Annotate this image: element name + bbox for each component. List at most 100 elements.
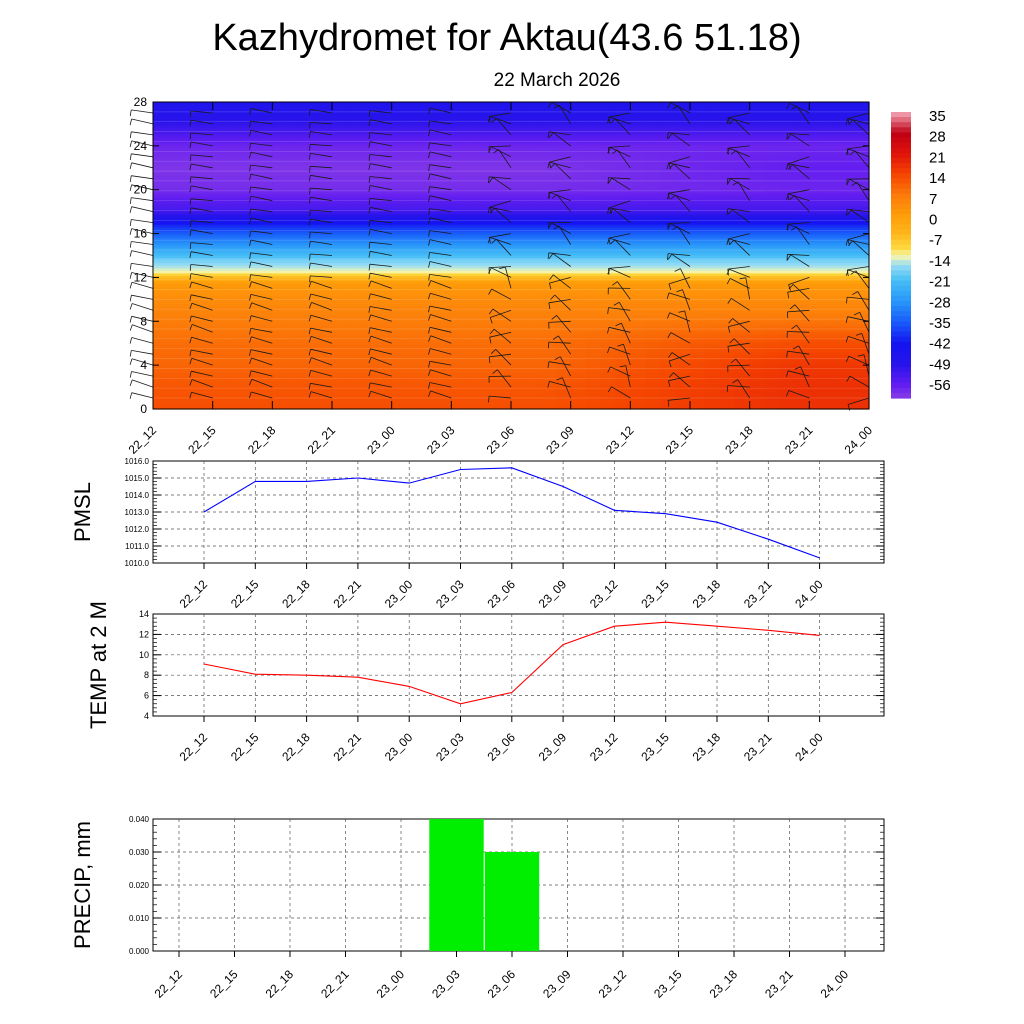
heatmap-cell (690, 401, 706, 405)
heatmap-cell (525, 186, 542, 190)
heatmap-cell (391, 275, 408, 280)
heatmap-cell (272, 217, 288, 221)
heatmap-cell (391, 398, 408, 402)
heatmap-cell (391, 311, 408, 315)
heatmap-cell (690, 201, 706, 205)
heatmap-cell (317, 373, 333, 377)
heatmap-cell (272, 219, 288, 223)
heatmap-cell (749, 127, 766, 131)
heatmap-cell (511, 281, 527, 285)
heatmap-cell (346, 229, 363, 234)
heatmap-cell (734, 380, 751, 385)
heatmap-cell (466, 183, 482, 188)
heatmap-cell (153, 319, 169, 323)
heatmap-cell (167, 114, 184, 118)
heatmap-cell (660, 194, 676, 198)
heatmap-cell (451, 360, 467, 364)
heatmap-cell (704, 150, 721, 154)
heatmap-cell (719, 288, 736, 292)
heatmap-cell (675, 163, 691, 167)
heatmap-cell (406, 275, 423, 280)
heatmap-cell (451, 204, 467, 208)
heatmap-cell (317, 334, 333, 338)
heatmap-cell (615, 357, 631, 361)
heatmap-cell (257, 217, 273, 221)
heatmap-cell (734, 278, 751, 282)
heatmap-cell (332, 235, 348, 239)
heatmap-cell (540, 153, 557, 157)
heatmap-cell (272, 401, 288, 405)
heatmap-cell (675, 235, 691, 239)
heatmap-cell (451, 306, 467, 310)
heatmap-cell (436, 217, 452, 221)
heatmap-cell (197, 304, 214, 308)
heatmap-cell (540, 155, 557, 159)
heatmap-cell (332, 380, 348, 385)
heatmap-cell (481, 219, 497, 223)
heatmap-cell (660, 130, 676, 134)
heatmap-cell (242, 222, 259, 226)
heatmap-cell (600, 334, 617, 338)
heatmap-cell (511, 171, 527, 175)
heatmap-cell (272, 332, 288, 336)
heatmap-cell (197, 153, 214, 157)
heatmap-cell (182, 247, 199, 251)
heatmap-cell (704, 112, 721, 116)
heatmap-cell (719, 112, 736, 116)
heatmap-cell (406, 212, 423, 216)
heatmap-cell (197, 291, 214, 295)
heatmap-cell (719, 286, 736, 290)
heatmap-cell (332, 201, 348, 205)
heatmap-cell (332, 345, 348, 349)
heatmap-cell (496, 191, 512, 195)
heatmap-cell (227, 165, 244, 170)
heatmap-cell (585, 375, 602, 379)
heatmap-cell (257, 355, 273, 359)
heatmap-cell (630, 268, 646, 272)
heatmap-cell (242, 227, 259, 231)
heatmap-cell (302, 268, 318, 272)
heatmap-cell (675, 150, 691, 154)
heatmap-cell (585, 362, 602, 367)
heatmap-cell (421, 334, 438, 338)
heatmap-cell (257, 250, 273, 254)
heatmap-cell (675, 396, 691, 400)
heatmap-cell (511, 362, 527, 367)
heatmap-cell (511, 329, 527, 333)
heatmap-cell (749, 176, 766, 180)
heatmap-cell (197, 199, 214, 203)
heatmap-cell (287, 360, 303, 364)
heatmap-cell (406, 127, 423, 131)
heatmap-cell (719, 186, 736, 190)
heatmap-cell (227, 311, 244, 315)
heatmap-cell (734, 178, 751, 182)
heatmap-cell (197, 165, 214, 170)
heatmap-cell (525, 365, 542, 369)
heatmap-cell (466, 178, 482, 182)
heatmap-cell (212, 250, 229, 254)
heatmap-cell (555, 114, 572, 118)
heatmap-cell (332, 388, 348, 392)
heatmap-cell (570, 324, 587, 328)
heatmap-cell (734, 199, 751, 203)
heatmap-cell (704, 263, 721, 267)
heatmap-cell (302, 309, 318, 313)
heatmap-cell (332, 227, 348, 231)
heatmap-cell (391, 163, 408, 167)
heatmap-cell (421, 178, 438, 182)
heatmap-cell (660, 286, 676, 290)
heatmap-cell (496, 263, 512, 267)
heatmap-cell (749, 102, 766, 106)
heatmap-cell (197, 334, 214, 338)
heatmap-cell (272, 278, 288, 282)
heatmap-cell (615, 250, 631, 254)
heatmap-cell (317, 232, 333, 236)
heatmap-cell (272, 222, 288, 226)
heatmap-cell (272, 212, 288, 216)
heatmap-cell (272, 196, 288, 200)
heatmap-cell (481, 306, 497, 310)
heatmap-cell (272, 362, 288, 367)
heatmap-cell (361, 357, 378, 361)
heatmap-cell (451, 368, 467, 372)
heatmap-cell (511, 260, 527, 264)
